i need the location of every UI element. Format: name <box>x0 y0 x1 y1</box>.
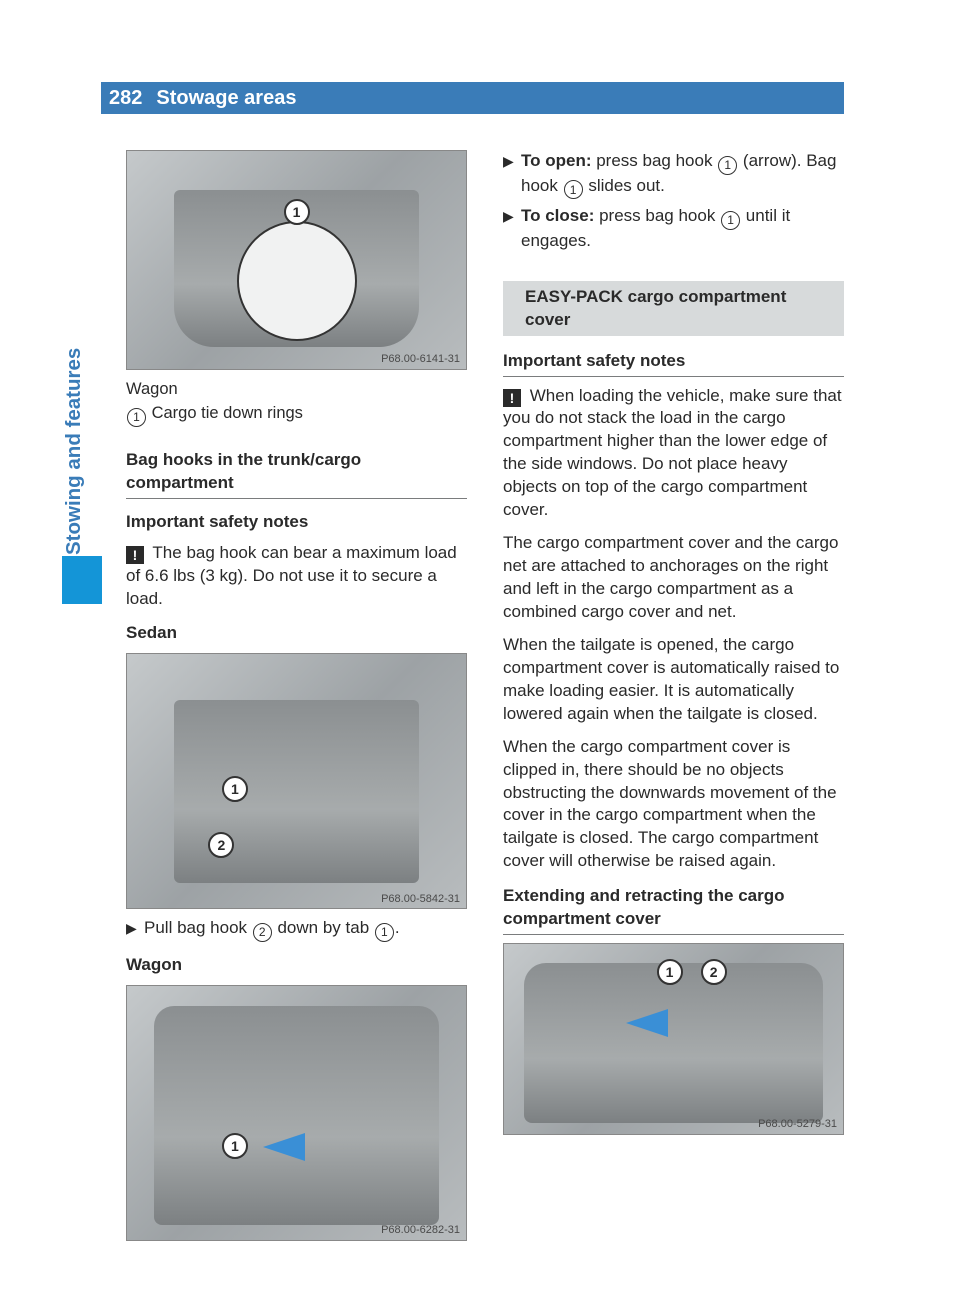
figure-id: P68.00-6141-31 <box>381 352 460 367</box>
triangle-bullet-icon: ▶ <box>126 917 144 942</box>
trunk-illustration <box>524 963 822 1123</box>
callout-2: 2 <box>701 959 727 985</box>
instruction-text: Pull bag hook 2 down by tab 1. <box>144 917 467 942</box>
figure-id: P68.00-5279-31 <box>758 1117 837 1132</box>
subheading-wagon: Wagon <box>126 954 467 977</box>
ref-2: 2 <box>253 923 272 942</box>
ref-1: 1 <box>375 923 394 942</box>
triangle-bullet-icon: ▶ <box>503 150 521 199</box>
trunk-illustration <box>154 1006 439 1224</box>
page-header: 282 Stowage areas <box>101 82 844 114</box>
t: down by tab <box>273 918 374 937</box>
t: press bag hook <box>594 206 720 225</box>
ref-1: 1 <box>718 156 737 175</box>
callout-1: 1 <box>222 1133 248 1159</box>
paragraph: The cargo compartment cover and the carg… <box>503 532 844 624</box>
section-easy-pack: EASY-PACK cargo compartment cover <box>503 281 844 336</box>
legend-text: Cargo tie down rings <box>152 404 303 422</box>
bold-label: To close: <box>521 206 594 225</box>
instruction-pull-hook: ▶ Pull bag hook 2 down by tab 1. <box>126 917 467 942</box>
figure-id: P68.00-6282-31 <box>381 1223 460 1238</box>
instruction-to-open: ▶ To open: press bag hook 1 (arrow). Bag… <box>503 150 844 199</box>
warning-icon: ! <box>503 389 521 407</box>
instruction-text: To open: press bag hook 1 (arrow). Bag h… <box>521 150 844 199</box>
t: press bag hook <box>592 151 718 170</box>
arrow-icon <box>626 1009 668 1037</box>
triangle-bullet-icon: ▶ <box>503 205 521 253</box>
safety-note-text: When loading the vehicle, make sure that… <box>503 386 842 520</box>
figure-cargo-cover: 1 2 P68.00-5279-31 <box>503 943 844 1135</box>
callout-1: 1 <box>657 959 683 985</box>
figure-caption-model: Wagon <box>126 378 467 400</box>
figure-wagon-tiedown: 1 P68.00-6141-31 <box>126 150 467 370</box>
figure-wagon-baghook: 1 P68.00-6282-31 <box>126 985 467 1241</box>
instruction-text: To close: press bag hook 1 until it enga… <box>521 205 844 253</box>
figure-id: P68.00-5842-31 <box>381 892 460 907</box>
heading-bag-hooks: Bag hooks in the trunk/cargo compartment <box>126 449 467 499</box>
bold-label: To open: <box>521 151 592 170</box>
sidebar-color-block <box>62 556 102 604</box>
paragraph: When the cargo compartment cover is clip… <box>503 736 844 874</box>
detail-circle <box>237 221 357 341</box>
legend-marker-1: 1 <box>127 408 146 427</box>
figure-sedan-baghook: 1 2 P68.00-5842-31 <box>126 653 467 909</box>
safety-note: ! When loading the vehicle, make sure th… <box>503 385 844 523</box>
page-number: 282 <box>109 85 152 112</box>
t: Pull bag hook <box>144 918 252 937</box>
ref-1: 1 <box>564 180 583 199</box>
subheading-safety-notes: Important safety notes <box>503 350 844 377</box>
safety-note-text: The bag hook can bear a maximum load of … <box>126 543 457 608</box>
safety-note: ! The bag hook can bear a maximum load o… <box>126 542 467 611</box>
sidebar-tab-label: Stowing and features <box>60 348 88 555</box>
ref-1: 1 <box>721 211 740 230</box>
left-column: 1 P68.00-6141-31 Wagon 1 Cargo tie down … <box>126 150 467 1249</box>
right-column: ▶ To open: press bag hook 1 (arrow). Bag… <box>503 150 844 1249</box>
callout-1: 1 <box>284 199 310 225</box>
arrow-icon <box>263 1133 305 1161</box>
instruction-to-close: ▶ To close: press bag hook 1 until it en… <box>503 205 844 253</box>
content-area: 1 P68.00-6141-31 Wagon 1 Cargo tie down … <box>126 150 844 1249</box>
t: slides out. <box>584 176 665 195</box>
paragraph: When the tailgate is opened, the cargo c… <box>503 634 844 726</box>
subheading-safety-notes: Important safety notes <box>126 511 467 534</box>
t: . <box>395 918 400 937</box>
figure-caption-legend: 1 Cargo tie down rings <box>126 402 467 427</box>
warning-icon: ! <box>126 546 144 564</box>
trunk-illustration <box>174 700 418 883</box>
page-title: Stowage areas <box>152 85 296 112</box>
subheading-sedan: Sedan <box>126 622 467 645</box>
subheading-extend-retract: Extending and retracting the cargo compa… <box>503 885 844 935</box>
